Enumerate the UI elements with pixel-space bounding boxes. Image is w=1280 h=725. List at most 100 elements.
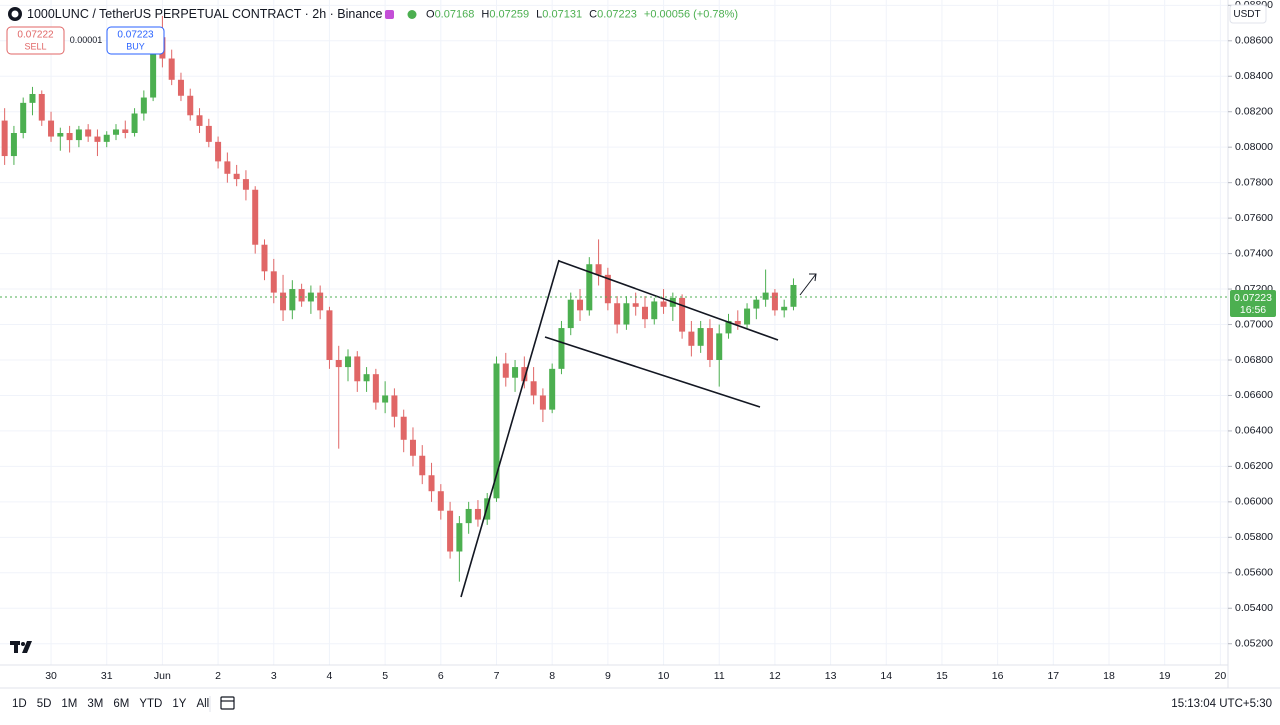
ohlc: O0.07168 H0.07259 L0.07131 C0.07223 +0.0…	[426, 8, 738, 20]
y-tick-label: 0.06000	[1235, 496, 1273, 508]
y-tick-label: 0.06600	[1235, 389, 1273, 401]
y-tick-label: 0.07400	[1235, 247, 1273, 259]
x-tick-label: 4	[327, 670, 333, 682]
y-tick-label: 0.06400	[1235, 425, 1273, 437]
candle-body	[354, 356, 361, 382]
high-value: 0.07259	[489, 8, 529, 20]
candle-body	[317, 292, 324, 311]
candle-body	[512, 367, 519, 378]
range-button[interactable]: 3M	[87, 698, 103, 710]
candle-body	[187, 95, 194, 116]
flagpole-line	[460, 259, 560, 598]
candle-body	[66, 133, 73, 141]
candle-body	[521, 367, 528, 382]
candle-body	[57, 133, 64, 137]
candle-body	[586, 264, 593, 311]
x-tick-label: 3	[271, 670, 277, 682]
candle-body	[456, 523, 463, 552]
range-button[interactable]: YTD	[139, 698, 162, 710]
candle-body	[252, 189, 259, 245]
candle-body	[372, 374, 379, 403]
candle-body	[168, 58, 175, 80]
candle-body	[716, 333, 723, 360]
sell-button[interactable]	[6, 26, 65, 55]
range-button[interactable]: 5D	[37, 698, 52, 710]
x-tick-label: 2	[215, 670, 221, 682]
candle-body	[335, 359, 342, 368]
buy-button[interactable]	[106, 26, 165, 55]
candle-body	[363, 374, 370, 382]
x-tick-label: 31	[101, 670, 113, 682]
candle-body	[530, 381, 537, 396]
candle-body	[623, 303, 630, 325]
currency-button[interactable]	[1229, 4, 1267, 24]
candle-body	[38, 93, 45, 121]
candle-body	[790, 284, 797, 307]
x-tick-label: 5	[382, 670, 388, 682]
symbol-logo-inner	[11, 10, 19, 18]
candle-body	[280, 292, 287, 311]
candle-body	[103, 134, 110, 142]
price-tag	[1230, 290, 1276, 317]
candle-body	[48, 120, 55, 137]
x-tick-label: 13	[825, 670, 837, 682]
candle-body	[474, 508, 481, 520]
time-axis: 30 31 Jun 2 3 4 5 6 7 8 9 10 11 12 13 14 15 16 17 18 19 20	[45, 670, 1226, 682]
y-tick-label: 0.08600	[1235, 35, 1273, 47]
tradingview-logo	[10, 641, 32, 653]
candle-body	[465, 508, 472, 524]
sell-price[interactable]: 0.07222	[17, 30, 54, 41]
low-value: 0.07131	[542, 8, 582, 20]
candle-body	[706, 328, 713, 360]
candle-body	[345, 356, 352, 368]
y-tick-label: 0.07600	[1235, 212, 1273, 224]
candle-body	[437, 491, 444, 511]
candle-body	[177, 79, 184, 96]
x-tick-label: 16	[992, 670, 1004, 682]
currency-label[interactable]: USDT	[1233, 9, 1260, 20]
candle-body	[1, 120, 8, 157]
candle-body	[539, 395, 546, 410]
range-button[interactable]: 1Y	[172, 698, 186, 710]
y-tick-label: 0.06800	[1235, 354, 1273, 366]
candle-body	[762, 292, 769, 300]
calendar-icon[interactable]	[220, 696, 235, 710]
x-tick-label: 30	[45, 670, 57, 682]
candle-body	[20, 102, 27, 133]
logo-part	[22, 641, 32, 653]
candle-body	[289, 289, 296, 311]
candle-body	[428, 475, 435, 492]
range-button[interactable]: 1D	[12, 698, 27, 710]
range-button[interactable]: All	[196, 698, 209, 710]
clock[interactable]: 15:13:04 UTC+5:30	[1171, 698, 1272, 710]
candle-body	[85, 129, 92, 137]
candle-body	[577, 299, 584, 311]
candle-body	[595, 264, 602, 275]
range-button[interactable]: 6M	[113, 698, 129, 710]
candle-body	[502, 363, 509, 378]
candle-body	[261, 244, 268, 272]
buy-label[interactable]: BUY	[126, 41, 145, 51]
range-button[interactable]: 1M	[61, 698, 77, 710]
candle-body	[419, 455, 426, 476]
sell-label[interactable]: SELL	[24, 41, 46, 51]
candle-body	[270, 271, 277, 293]
date-range-icon[interactable]	[220, 696, 235, 710]
candle-body	[382, 395, 389, 403]
candle-body	[326, 310, 333, 360]
y-tick-label: 0.06200	[1235, 460, 1273, 472]
y-tick-label: 0.05400	[1235, 602, 1273, 614]
candle-body	[697, 328, 704, 346]
symbol-title[interactable]: 1000LUNC / TetherUS PERPETUAL CONTRACT ·…	[27, 7, 383, 21]
y-tick-label: 0.08200	[1235, 106, 1273, 118]
candle-body	[140, 97, 147, 114]
spread: 0.00001	[70, 35, 103, 45]
candle-body	[725, 320, 732, 334]
candle-body	[196, 115, 203, 126]
buy-price[interactable]: 0.07223	[117, 30, 154, 41]
candle-body	[298, 289, 305, 302]
candle-body	[94, 136, 101, 142]
y-tick-label: 0.05200	[1235, 638, 1273, 650]
candle-body	[122, 129, 129, 133]
